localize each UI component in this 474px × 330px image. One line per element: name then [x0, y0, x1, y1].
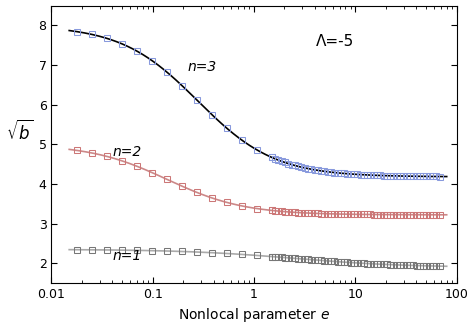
Text: Λ=-5: Λ=-5 [316, 34, 354, 49]
Text: n=2: n=2 [112, 145, 142, 159]
Text: n=1: n=1 [112, 249, 142, 263]
X-axis label: Nonlocal parameter $e$: Nonlocal parameter $e$ [178, 307, 330, 324]
Text: n=3: n=3 [187, 60, 217, 74]
Y-axis label: $\sqrt{b}$: $\sqrt{b}$ [6, 120, 33, 144]
